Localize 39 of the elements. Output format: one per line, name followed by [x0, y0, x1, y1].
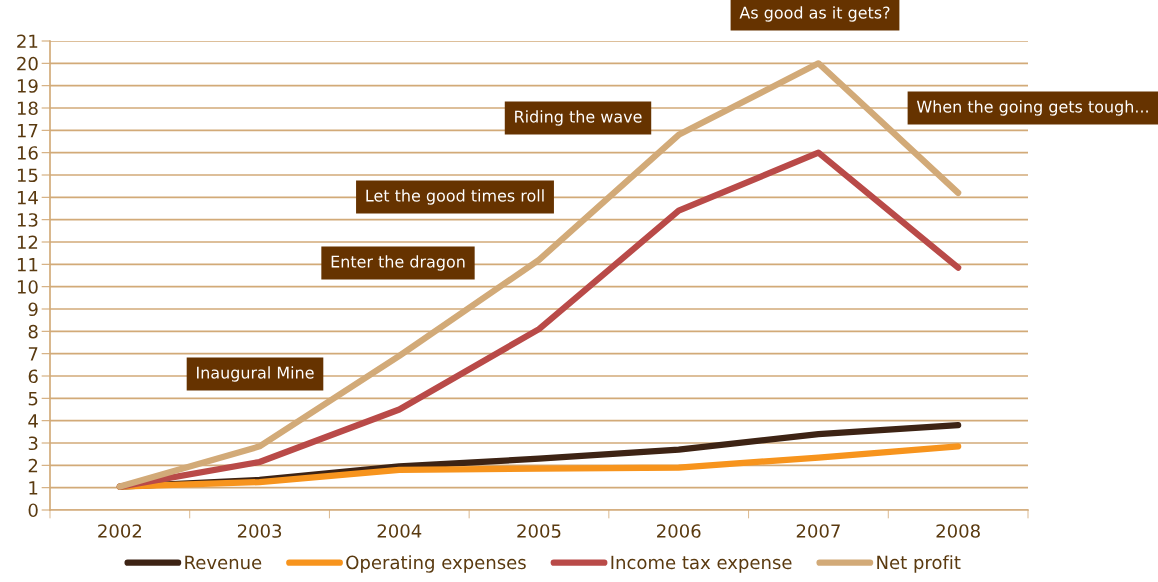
x-tick-label: 2006: [657, 524, 701, 538]
text: As good as it gets?: [739, 6, 890, 22]
y-tick-label: 12: [17, 235, 38, 249]
y-tick-label: 1: [29, 481, 38, 495]
y-tick-label: 10: [17, 280, 38, 294]
y-tick-label: 14: [17, 191, 38, 205]
legend-label: Operating expenses: [346, 555, 526, 573]
y-tick-label: 20: [17, 56, 38, 71]
y-tick-label: 7: [28, 347, 38, 361]
y-tick-label: 16: [17, 146, 38, 160]
legend-label: Income tax expense: [611, 555, 792, 573]
x-tick-label: 2004: [377, 524, 422, 538]
annotation: Riding the wave: [515, 110, 642, 126]
y-tick-label: 8: [28, 324, 38, 339]
y-tick-label: 6: [28, 369, 38, 384]
y-tick-label: 9: [28, 302, 38, 317]
y-tick-label: 4: [28, 414, 38, 428]
y-tick-label: 17: [17, 124, 38, 138]
y-tick-label: 0: [28, 503, 38, 518]
y-tick-label: 3: [28, 436, 38, 451]
x-tick-label: 2002: [98, 524, 142, 538]
y-tick-label: 19: [17, 79, 38, 93]
annotation: Enter the dragon: [331, 255, 465, 271]
annotation: Inaugural Mine: [197, 366, 314, 382]
y-tick-label: 21: [17, 34, 38, 48]
y-tick-label: 18: [17, 101, 38, 116]
annotation: When the going gets tough...: [916, 100, 1148, 116]
x-tick-label: 2008: [936, 524, 980, 538]
legend-label: Revenue: [185, 555, 262, 570]
annotation: Let the good times roll: [366, 189, 544, 205]
x-tick-label: 2003: [237, 524, 282, 538]
y-tick-label: 13: [17, 213, 38, 227]
y-tick-label: 2: [28, 458, 38, 473]
x-tick-label: 2005: [517, 524, 561, 538]
y-tick-label: 5: [28, 392, 38, 406]
y-tick-label: 11: [17, 258, 38, 272]
y-tick-label: 15: [17, 168, 38, 183]
legend-label: Net profit: [877, 555, 961, 573]
x-tick-label: 2007: [796, 524, 840, 538]
